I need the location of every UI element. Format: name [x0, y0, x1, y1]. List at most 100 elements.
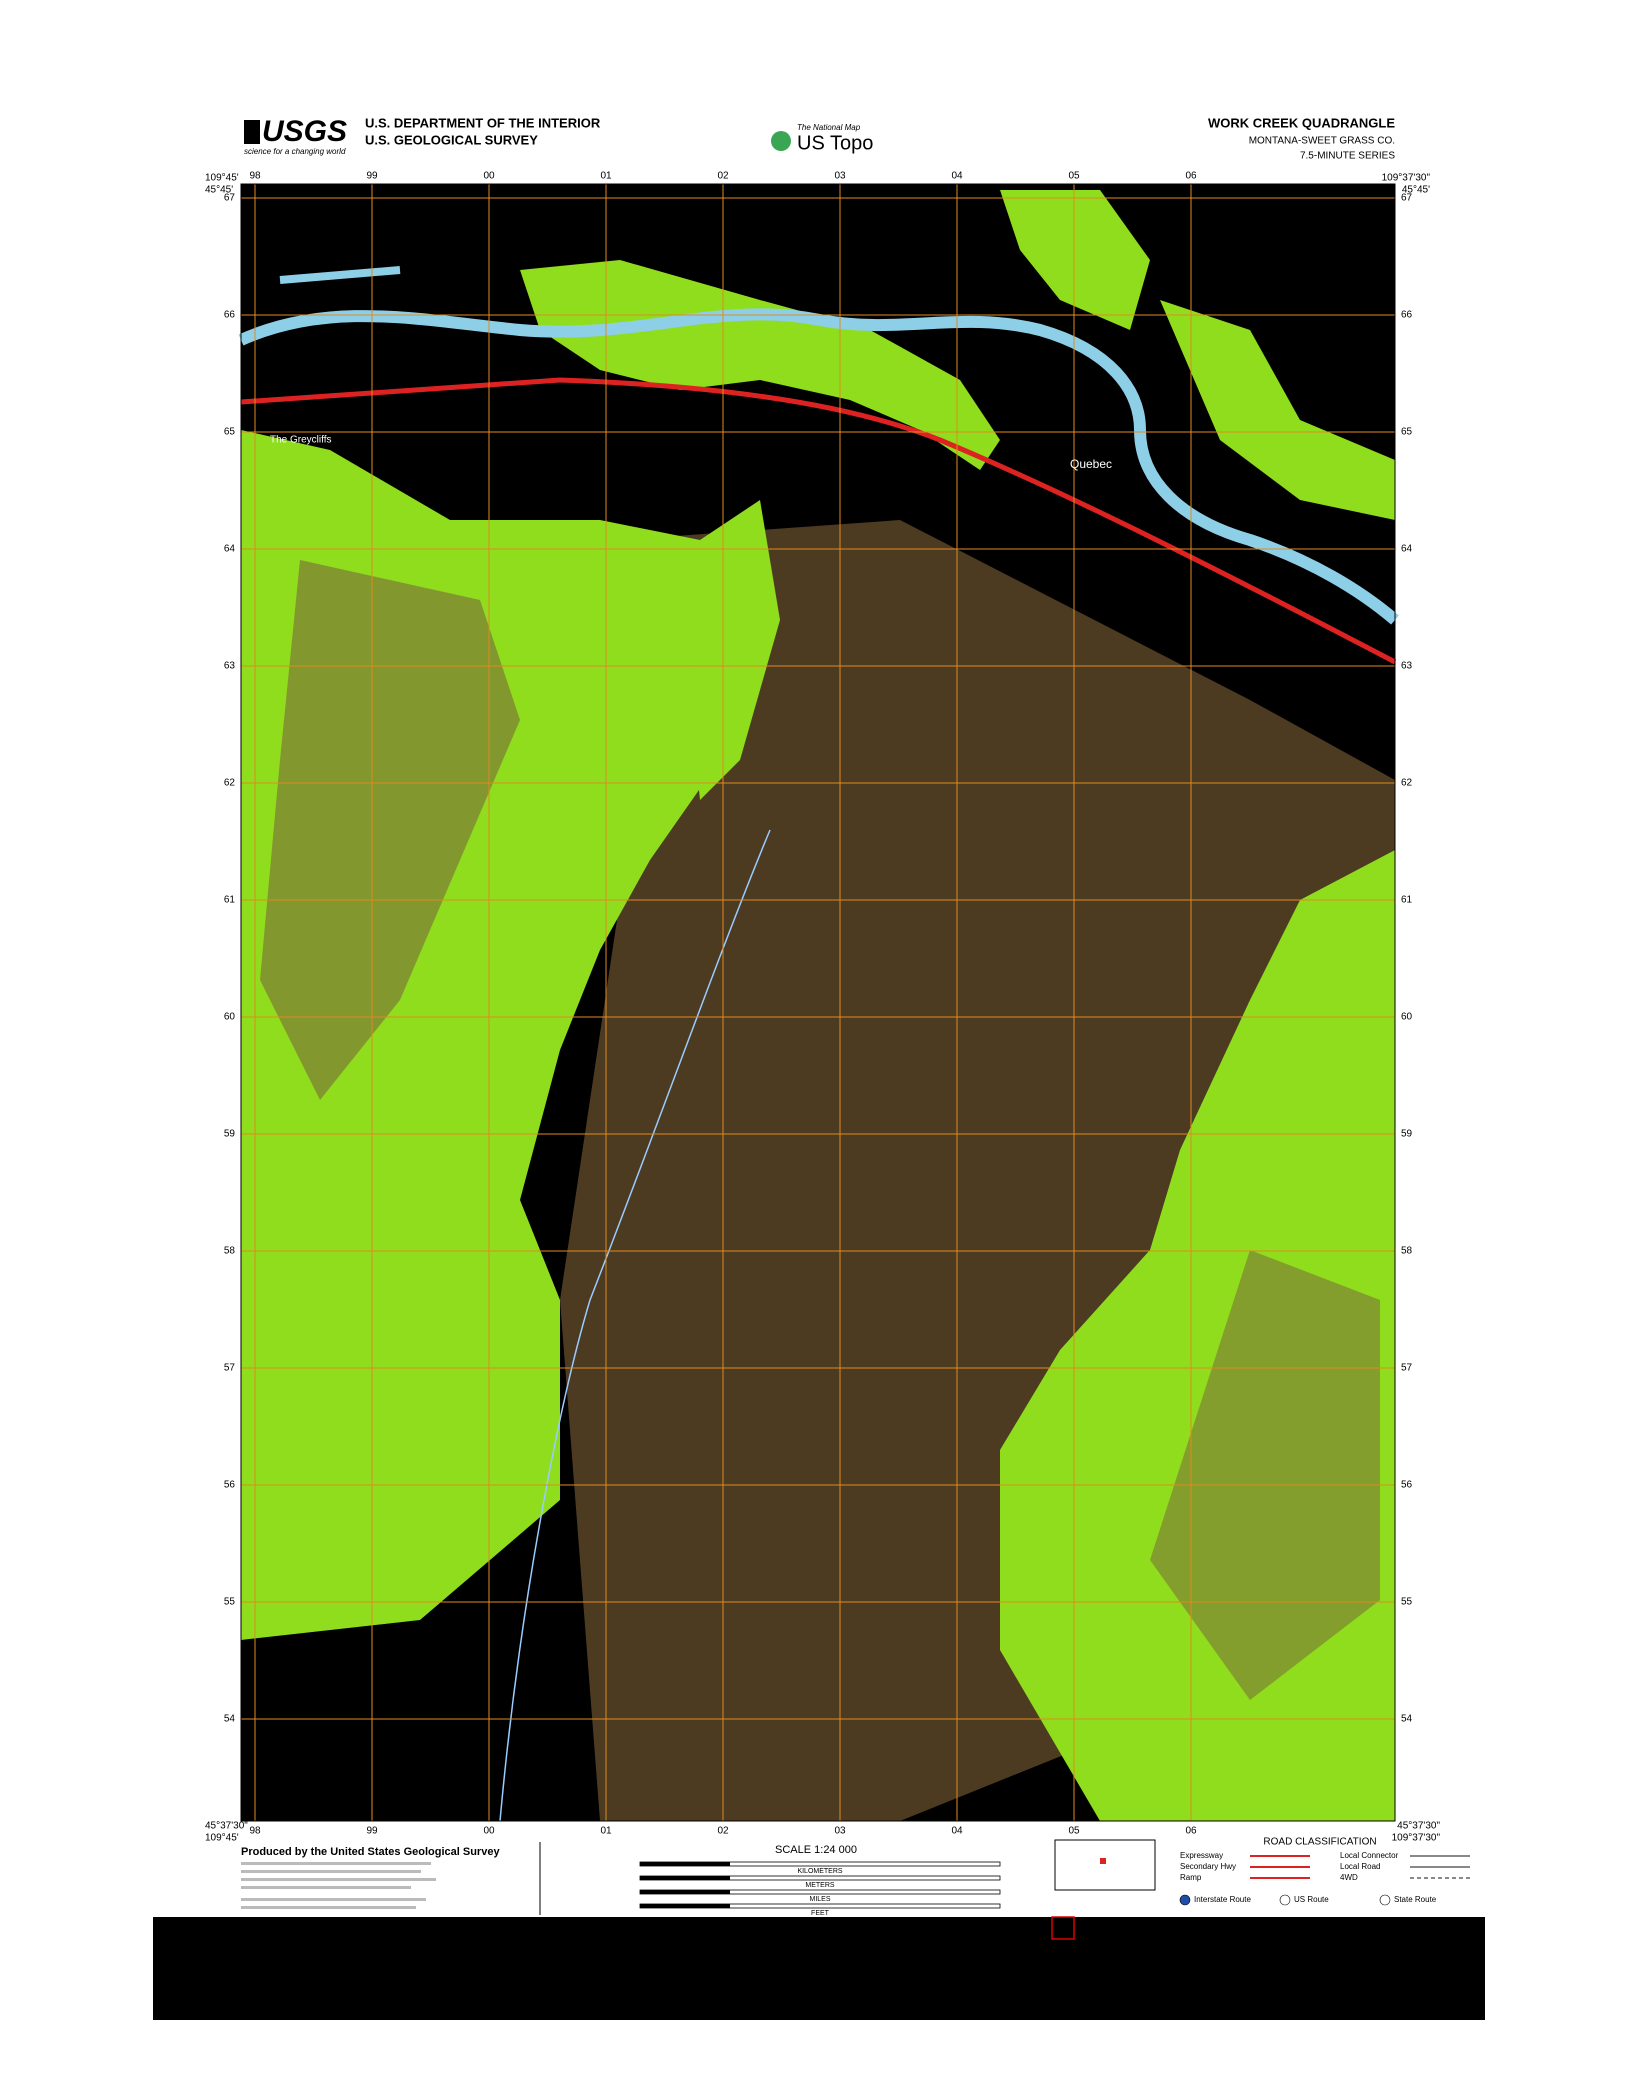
northing-label: 64: [224, 544, 236, 555]
river: [238, 308, 1399, 625]
road-legend: Expressway Secondary Hwy Ramp Local Connect…: [1179, 1851, 1470, 1906]
usgs-logo: USGS science for a changing world: [244, 115, 347, 156]
route-label: Interstate Route: [1194, 1895, 1251, 1904]
northing-label: 55: [1401, 1597, 1413, 1608]
northing-label: 62: [224, 778, 236, 789]
vegetation: [520, 260, 1000, 470]
scale-unit: FEET: [811, 1910, 830, 1917]
easting-label: 98: [249, 1826, 261, 1837]
northing-label: 60: [1401, 1012, 1413, 1023]
northing-label: 66: [224, 310, 236, 321]
producer: Produced by the United States Geological…: [241, 1846, 500, 1858]
easting-label: 99: [366, 1826, 378, 1837]
northing-label: 65: [1401, 427, 1413, 438]
survey: U.S. GEOLOGICAL SURVEY: [365, 132, 538, 147]
scale-bar-fill: [640, 1862, 730, 1866]
road-title: ROAD CLASSIFICATION: [1263, 1837, 1376, 1848]
northing-label: 59: [1401, 1129, 1413, 1140]
bottom-band: [153, 1917, 1485, 2020]
northing-label: 60: [224, 1012, 236, 1023]
corner-lat: 45°37'30": [1397, 1821, 1440, 1832]
easting-label: 05: [1068, 171, 1080, 182]
corner-lat: 45°45': [205, 185, 233, 196]
river-channel: [279, 266, 401, 284]
corner-lon: 109°45': [205, 1833, 239, 1844]
vegetation: [690, 500, 780, 800]
northing-label: 56: [1401, 1480, 1413, 1491]
northing-label: 59: [224, 1129, 236, 1140]
northing-label: 63: [224, 661, 236, 672]
easting-label: 02: [717, 1826, 729, 1837]
northing-label: 61: [1401, 895, 1413, 906]
northing-label: 62: [1401, 778, 1413, 789]
vegetation: [1000, 190, 1150, 330]
map-body: The Greycliffs Quebec: [238, 183, 1399, 1822]
northing-label: 54: [1401, 1714, 1413, 1725]
department: U.S. DEPARTMENT OF THE INTERIOR: [365, 115, 601, 130]
northing-label: 63: [1401, 661, 1413, 672]
route-shield: [1379, 1894, 1391, 1906]
scale-unit: METERS: [805, 1882, 835, 1889]
vegetation: [1160, 300, 1395, 520]
northing-label: 58: [1401, 1246, 1413, 1257]
easting-label: 05: [1068, 1826, 1080, 1837]
easting-label: 03: [834, 1826, 846, 1837]
route-shield: [1179, 1894, 1191, 1906]
northing-label: 64: [1401, 544, 1413, 555]
easting-label: 04: [951, 171, 963, 182]
highway: [240, 377, 1397, 665]
scale: SCALE 1:24 000: [775, 1844, 857, 1856]
route-label: US Route: [1294, 1895, 1329, 1904]
easting-label: 00: [483, 171, 495, 182]
northing-label: 56: [224, 1480, 236, 1491]
scale-bar-fill: [640, 1876, 730, 1880]
logo-text: USGS: [262, 115, 347, 148]
northing-label: 58: [224, 1246, 236, 1257]
road-label: 4WD: [1340, 1873, 1358, 1882]
easting-label: 01: [600, 171, 612, 182]
credit-lines: [241, 1862, 436, 1909]
place-label: Quebec: [1070, 457, 1112, 471]
product: US Topo: [797, 132, 873, 154]
easting-label: 98: [249, 171, 261, 182]
scale-bar-fill: [640, 1890, 730, 1894]
northing-label: 67: [224, 193, 236, 204]
scale-bar-fill: [640, 1904, 730, 1908]
northing-label: 65: [224, 427, 236, 438]
road-label: Ramp: [1180, 1873, 1202, 1882]
quadrangle: WORK CREEK QUADRANGLE: [1208, 115, 1395, 130]
corner-lat: 45°45': [1402, 185, 1430, 196]
corner-lon: 109°37'30": [1392, 1833, 1441, 1844]
county: MONTANA-SWEET GRASS CO.: [1249, 136, 1395, 147]
northing-label: 67: [1401, 193, 1413, 204]
northing-label: 55: [224, 1597, 236, 1608]
easting-label: 03: [834, 171, 846, 182]
road-label: Local Road: [1340, 1862, 1380, 1871]
state-index: [1054, 1839, 1156, 1891]
contour-shading: [1150, 1250, 1380, 1700]
northing-label: 57: [1401, 1363, 1413, 1374]
easting-label: 01: [600, 1826, 612, 1837]
place-label: The Greycliffs: [270, 435, 332, 446]
corner-lon: 109°45': [205, 173, 239, 184]
product-tag: The National Map: [797, 123, 861, 132]
northing-label: 61: [224, 895, 236, 906]
state-index-marker: [1100, 1858, 1106, 1864]
scale-bars: KILOMETERS METERS MILES FEET: [639, 1861, 1001, 1917]
contour-shading: [260, 560, 520, 1100]
northing-label: 66: [1401, 310, 1413, 321]
route-label: State Route: [1394, 1895, 1437, 1904]
corner-lon: 109°37'30": [1382, 173, 1431, 184]
stream: [499, 829, 771, 1822]
northing-label: 57: [224, 1363, 236, 1374]
easting-label: 06: [1185, 171, 1197, 182]
neatline: [240, 183, 1396, 1822]
route-shield: [1279, 1894, 1291, 1906]
marker: [1051, 1916, 1075, 1940]
easting-label: 06: [1185, 1826, 1197, 1837]
road-label: Secondary Hwy: [1180, 1862, 1236, 1871]
northing-label: 54: [224, 1714, 236, 1725]
easting-label: 02: [717, 171, 729, 182]
